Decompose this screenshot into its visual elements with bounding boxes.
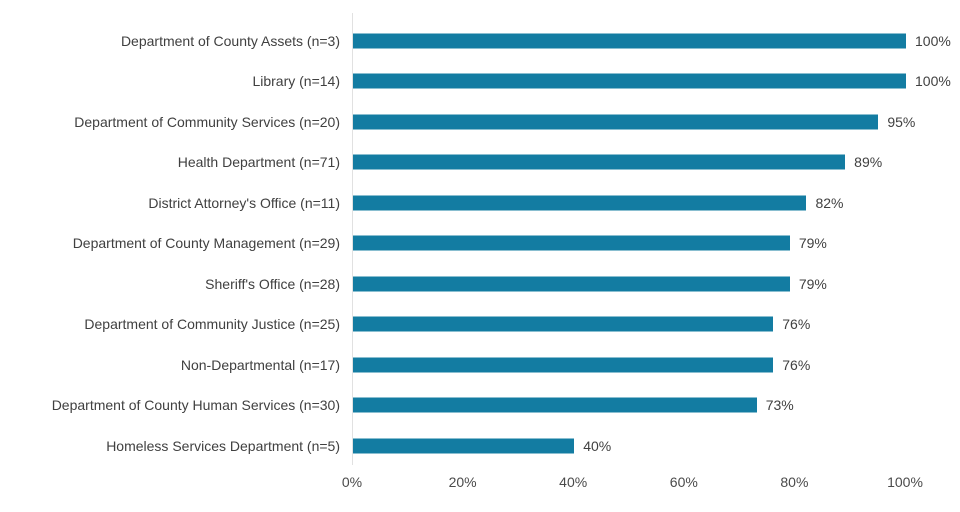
bar-row: Non-Departmental (n=17) 76% <box>0 345 960 385</box>
x-axis: 0% 20% 40% 60% 80% 100% <box>0 474 960 494</box>
category-label: District Attorney's Office (n=11) <box>148 194 340 211</box>
category-label: Health Department (n=71) <box>177 154 340 170</box>
bar-row: Health Department (n=71) 89% <box>0 142 960 182</box>
value-label: 100% <box>915 32 951 49</box>
value-label: 73% <box>765 397 794 413</box>
value-label: 76% <box>782 356 811 373</box>
bar <box>353 33 906 48</box>
bar <box>353 235 790 251</box>
value-label: 82% <box>815 194 844 211</box>
bar <box>353 154 846 170</box>
x-tick-label: 20% <box>448 474 477 490</box>
bar-row: Department of County Assets (n=3) 100% <box>0 21 960 61</box>
bar-row: Department of County Human Services (n=3… <box>0 385 960 425</box>
x-tick-label: 80% <box>780 474 809 490</box>
value-label: 40% <box>583 437 612 454</box>
bar <box>353 195 807 210</box>
value-label: 100% <box>915 73 951 89</box>
bar <box>353 357 774 372</box>
y-axis-line <box>352 13 353 465</box>
category-label: Library (n=14) <box>252 73 340 89</box>
bar-row: Library (n=14) 100% <box>0 61 960 101</box>
x-tick-label: 0% <box>341 474 363 490</box>
bar-row: Sheriff's Office (n=28) 79% <box>0 264 960 304</box>
value-label: 76% <box>782 316 811 332</box>
value-label: 79% <box>798 235 827 251</box>
category-label: Department of County Human Services (n=3… <box>51 397 340 413</box>
category-label: Homeless Services Department (n=5) <box>106 437 340 454</box>
bar <box>353 73 906 89</box>
category-label: Department of County Assets (n=3) <box>120 32 340 49</box>
bar-row: Homeless Services Department (n=5) 40% <box>0 426 960 466</box>
value-label: 79% <box>798 275 827 292</box>
bar <box>353 397 757 413</box>
bar <box>353 438 575 453</box>
bar-row: Department of County Management (n=29) 79… <box>0 223 960 263</box>
category-label: Department of County Management (n=29) <box>72 235 340 251</box>
x-tick-label: 40% <box>559 474 588 490</box>
bar-row: Department of Community Justice (n=25) 76… <box>0 304 960 344</box>
x-tick-label: 60% <box>669 474 698 490</box>
category-label: Sheriff's Office (n=28) <box>205 275 340 292</box>
bar-row: District Attorney's Office (n=11) 82% <box>0 183 960 223</box>
bar <box>353 276 790 291</box>
category-label: Non-Departmental (n=17) <box>180 356 340 373</box>
x-tick-label: 100% <box>887 474 923 490</box>
category-label: Department of Community Justice (n=25) <box>84 316 340 332</box>
bar-row: Department of Community Services (n=20) 9… <box>0 102 960 142</box>
value-label: 89% <box>854 154 883 170</box>
value-label: 95% <box>887 113 916 130</box>
bar <box>353 114 879 129</box>
category-label: Department of Community Services (n=20) <box>74 113 340 130</box>
bar <box>353 316 774 332</box>
